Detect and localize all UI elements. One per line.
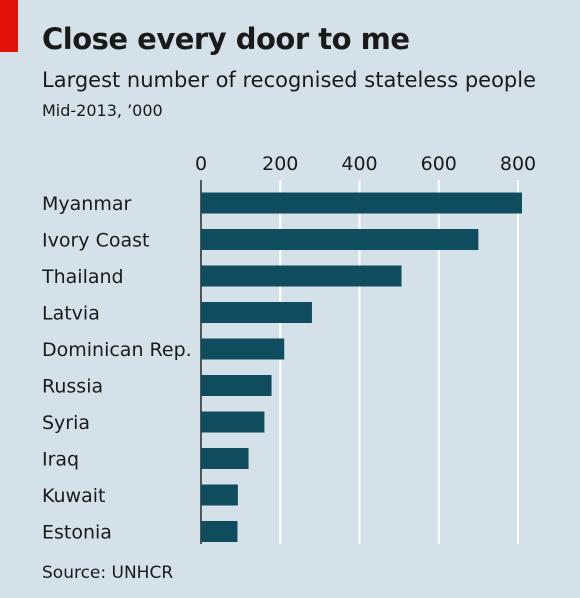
bar [201, 229, 479, 250]
x-tick-label: 600 [421, 153, 457, 175]
bar [201, 375, 272, 396]
category-label: Syria [42, 412, 90, 434]
brand-tag [0, 0, 18, 52]
bar [201, 411, 265, 433]
x-tick-label: 200 [262, 153, 298, 175]
category-label: Myanmar [42, 193, 131, 215]
bar [201, 338, 285, 360]
x-tick-label: 0 [195, 153, 207, 175]
bar [201, 484, 238, 506]
bar [201, 265, 402, 287]
chart-title: Close every door to me [42, 22, 410, 56]
bar [201, 192, 522, 214]
category-label: Russia [42, 376, 103, 398]
source-note: Source: UNHCR [42, 563, 174, 583]
category-label: Latvia [42, 303, 100, 325]
category-label: Thailand [41, 266, 124, 288]
bar [201, 521, 238, 542]
category-label: Estonia [42, 522, 112, 544]
bar [201, 302, 312, 323]
x-tick-label: 400 [341, 153, 377, 175]
unit-note: Mid-2013, ’000 [42, 101, 163, 120]
category-label: Dominican Rep. [42, 339, 192, 361]
category-label: Iraq [42, 449, 79, 471]
x-tick-label: 800 [500, 153, 536, 175]
category-label: Kuwait [42, 485, 105, 507]
chart-subtitle: Largest number of recognised stateless p… [42, 68, 537, 92]
bar [201, 448, 249, 469]
category-label: Ivory Coast [42, 230, 149, 252]
